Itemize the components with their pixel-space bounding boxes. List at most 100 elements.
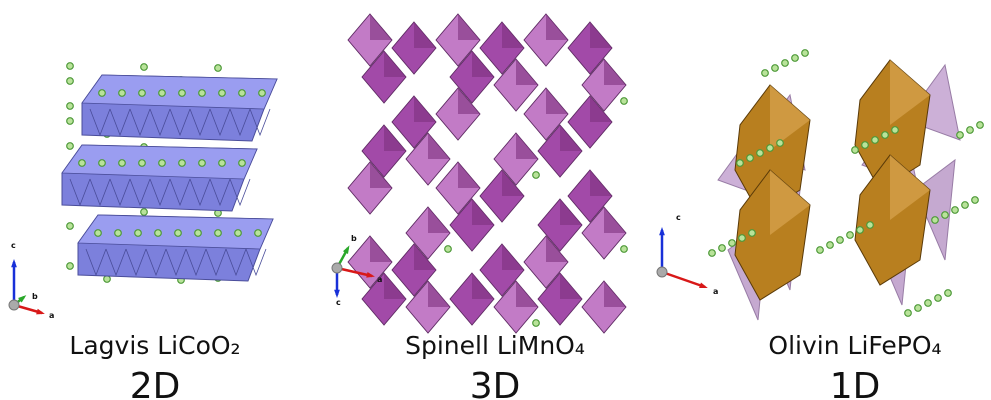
li-atom bbox=[195, 230, 202, 237]
li-atom bbox=[235, 230, 242, 237]
axis-label: a bbox=[49, 311, 54, 320]
origin bbox=[657, 267, 667, 277]
li-atom bbox=[67, 78, 74, 85]
li-atom bbox=[862, 142, 869, 149]
li-atom bbox=[67, 263, 74, 270]
structure-name: Spinell LiMnO₄ bbox=[405, 331, 585, 360]
li-atom bbox=[199, 160, 206, 167]
li-atom bbox=[972, 197, 979, 204]
li-atom bbox=[159, 160, 166, 167]
origin bbox=[9, 300, 19, 310]
li-atom bbox=[179, 160, 186, 167]
li-atom bbox=[852, 147, 859, 154]
li-atom bbox=[867, 222, 874, 229]
li-atom bbox=[817, 247, 824, 254]
dimensionality: 1D bbox=[830, 366, 881, 400]
li-atom bbox=[67, 223, 74, 230]
axis-arrow bbox=[662, 272, 705, 287]
li-atom bbox=[925, 300, 932, 307]
axis-label: b bbox=[351, 234, 357, 243]
axis-arrowhead bbox=[36, 309, 45, 315]
dimensionality: 3D bbox=[470, 366, 521, 400]
li-atom bbox=[952, 207, 959, 214]
li-atom bbox=[67, 63, 74, 70]
li-atom bbox=[621, 98, 628, 105]
li-atom bbox=[892, 127, 899, 134]
li-atom bbox=[967, 127, 974, 134]
li-atom bbox=[847, 232, 854, 239]
li-atom bbox=[139, 90, 146, 97]
li-atom bbox=[757, 150, 764, 157]
li-atom bbox=[942, 212, 949, 219]
li-atom bbox=[935, 295, 942, 302]
li-atom bbox=[255, 230, 262, 237]
li-atom bbox=[827, 242, 834, 249]
li-atom bbox=[99, 90, 106, 97]
li-atom bbox=[837, 237, 844, 244]
li-atom bbox=[802, 50, 809, 57]
dimensionality: 2D bbox=[130, 366, 181, 400]
axis-label: c bbox=[11, 241, 16, 250]
li-atom bbox=[905, 310, 912, 317]
li-atom bbox=[199, 90, 206, 97]
li-atom bbox=[857, 227, 864, 234]
li-atom bbox=[749, 230, 756, 237]
crystal-structures bbox=[9, 14, 983, 333]
figure: Lagvis LiCoO₂ 2D Spinell LiMnO₄ 3D Olivi… bbox=[0, 0, 991, 400]
li-atom bbox=[445, 246, 452, 253]
li-atom bbox=[762, 70, 769, 77]
li-atom bbox=[767, 145, 774, 152]
li-atom bbox=[957, 132, 964, 139]
li-atom bbox=[95, 230, 102, 237]
axis-arrowhead bbox=[699, 283, 708, 288]
li-atom bbox=[219, 160, 226, 167]
li-atom bbox=[962, 202, 969, 209]
axis-label: c bbox=[336, 298, 341, 307]
li-atom bbox=[737, 160, 744, 167]
origin bbox=[332, 263, 342, 273]
li-atom bbox=[719, 245, 726, 252]
axis-label: b bbox=[32, 292, 38, 301]
li-atom bbox=[945, 290, 952, 297]
axis-label: a bbox=[377, 275, 382, 284]
li-atom bbox=[533, 320, 540, 327]
li-atom bbox=[782, 60, 789, 67]
li-atom bbox=[175, 230, 182, 237]
axis-label: c bbox=[676, 213, 681, 222]
li-atom bbox=[135, 230, 142, 237]
axis-arrowhead bbox=[343, 245, 350, 254]
li-atom bbox=[119, 90, 126, 97]
li-atom bbox=[219, 90, 226, 97]
li-atom bbox=[67, 103, 74, 110]
li-atom bbox=[119, 160, 126, 167]
li-atom bbox=[621, 246, 628, 253]
li-atom bbox=[159, 90, 166, 97]
li-atom bbox=[932, 217, 939, 224]
li-atom bbox=[533, 172, 540, 179]
axis-label: a bbox=[713, 287, 718, 296]
li-atom bbox=[239, 160, 246, 167]
li-atom bbox=[739, 235, 746, 242]
li-atom bbox=[872, 137, 879, 144]
li-atom bbox=[259, 90, 266, 97]
li-atom bbox=[882, 132, 889, 139]
li-atom bbox=[179, 90, 186, 97]
li-atom bbox=[729, 240, 736, 247]
li-atom bbox=[67, 118, 74, 125]
axis-arrowhead bbox=[11, 259, 17, 267]
li-atom bbox=[67, 143, 74, 150]
li-atom bbox=[709, 250, 716, 257]
li-atom bbox=[792, 55, 799, 62]
li-atom bbox=[155, 230, 162, 237]
li-atom bbox=[139, 160, 146, 167]
li-atom bbox=[239, 90, 246, 97]
li-atom bbox=[79, 160, 86, 167]
li-atom bbox=[747, 155, 754, 162]
li-atom bbox=[115, 230, 122, 237]
li-atom bbox=[104, 276, 111, 283]
li-atom bbox=[977, 122, 984, 129]
axis-arrowhead bbox=[659, 227, 665, 235]
li-atom bbox=[777, 140, 784, 147]
structure-name: Lagvis LiCoO₂ bbox=[69, 331, 240, 360]
li-atom bbox=[915, 305, 922, 312]
